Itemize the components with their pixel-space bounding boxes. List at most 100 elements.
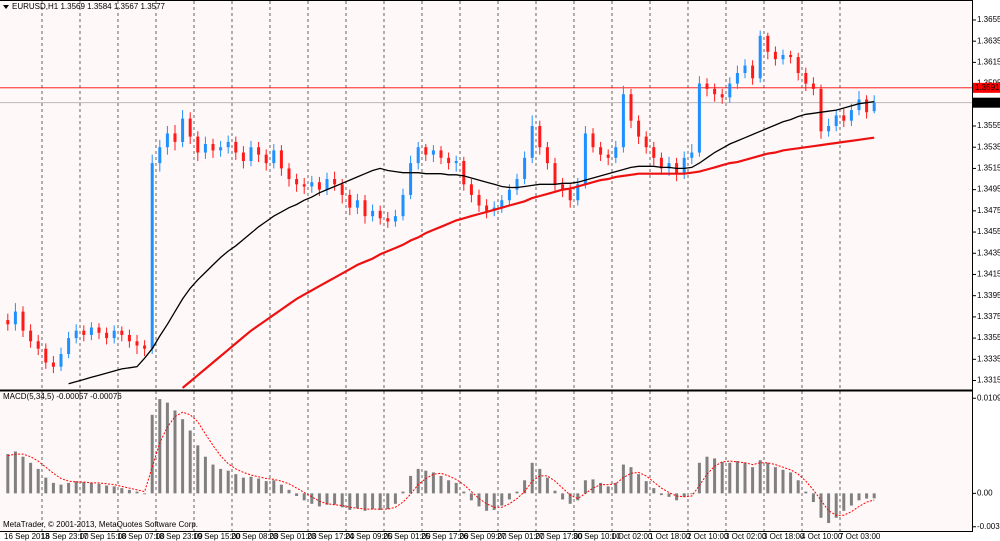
candle-body	[181, 118, 185, 142]
macd-bar	[317, 493, 321, 507]
candle-body	[789, 54, 793, 58]
macd-bar	[561, 493, 565, 500]
candle-body	[386, 218, 390, 222]
macd-bar	[659, 493, 663, 496]
candle-body	[447, 157, 451, 164]
price-label-box	[973, 97, 1000, 108]
macd-bar	[439, 475, 443, 494]
candle-body	[751, 65, 755, 79]
macd-bar	[21, 456, 25, 494]
macd-bar	[720, 461, 724, 494]
candle-body	[781, 54, 785, 60]
candle-body	[713, 88, 717, 95]
candle-body	[659, 157, 663, 169]
candle-body	[561, 184, 565, 190]
macd-bar	[469, 493, 473, 501]
candle-body	[59, 354, 63, 367]
macd-panel: 0.0109 0.00 -0.00383	[6, 393, 1000, 531]
candle-body	[758, 35, 762, 79]
candle-body	[295, 179, 299, 185]
x-tick-label: 18 Sep 07:00	[117, 532, 165, 541]
y-tick-label: 1.3635	[977, 36, 1000, 45]
x-tick-label: 2 Oct 10:00	[687, 532, 729, 541]
candle-body	[51, 362, 55, 367]
macd-bar	[872, 493, 876, 499]
candle-body	[21, 311, 25, 331]
macd-bar	[819, 493, 823, 518]
macd-bar	[196, 445, 200, 494]
candle-body	[127, 334, 131, 342]
x-tick-label: 26 Sep 09:00	[459, 532, 507, 541]
candle-body	[500, 200, 504, 208]
macd-bar	[834, 493, 838, 518]
macd-bar	[135, 491, 139, 494]
y-tick-label: 1.3415	[977, 270, 1000, 279]
candle-body	[865, 99, 869, 113]
x-tick-label: 16 Sep 2013	[4, 532, 50, 541]
macd-bar	[264, 481, 268, 494]
macd-bar	[82, 482, 86, 494]
macd-bar	[325, 493, 329, 505]
macd-bar	[675, 493, 679, 501]
candle-body	[485, 205, 489, 211]
macd-bar	[257, 478, 261, 494]
y-tick-label: 1.3475	[977, 206, 1000, 215]
macd-bar	[188, 430, 192, 494]
candle-body	[203, 144, 207, 153]
macd-bar	[181, 419, 185, 494]
macd-bar	[409, 475, 413, 494]
candle-body	[454, 161, 458, 164]
candle-body	[82, 330, 86, 335]
price-label-box	[973, 82, 1000, 93]
x-tick-label: 3 Oct 02:00	[725, 532, 767, 541]
candle-body	[515, 179, 519, 190]
candle-body	[735, 72, 739, 84]
macd-bar	[401, 491, 405, 494]
candle-body	[743, 65, 747, 73]
candle-body	[872, 102, 876, 112]
candle-body	[29, 330, 33, 342]
candle-body	[469, 184, 473, 195]
macd-bar	[667, 493, 671, 497]
candle-body	[401, 194, 405, 217]
candle-body	[355, 200, 359, 208]
candle-body	[644, 136, 648, 148]
macd-bar	[105, 485, 109, 494]
macd-bar	[279, 484, 283, 494]
x-tick-label: 23 Sep 01:00	[269, 532, 317, 541]
candle-body	[333, 179, 337, 185]
macd-bar	[789, 472, 793, 494]
candle-body	[241, 152, 245, 162]
macd-bar	[751, 467, 755, 494]
candle-body	[272, 150, 276, 164]
macd-bar	[203, 456, 207, 494]
macd-bar	[36, 468, 40, 494]
macd-bar	[545, 477, 549, 494]
macd-bar	[500, 493, 504, 506]
candle-body	[538, 126, 542, 148]
macd-bar	[249, 476, 253, 494]
candle-body	[614, 147, 618, 158]
x-tick-label: 25 Sep 17:00	[421, 532, 469, 541]
candle-body	[36, 341, 40, 349]
x-tick-label: 27 Sep 17:00	[535, 532, 583, 541]
macd-bar	[621, 464, 625, 494]
candle-body	[325, 179, 329, 190]
macd-bar	[348, 493, 352, 510]
candle-body	[766, 35, 770, 52]
macd-bar	[241, 477, 245, 494]
candle-body	[827, 126, 831, 132]
menu-arrow[interactable]	[3, 5, 9, 9]
macd-bar	[796, 480, 800, 494]
candle-body	[409, 163, 413, 195]
candle-body	[545, 147, 549, 164]
macd-bar	[424, 470, 428, 494]
candle-body	[606, 154, 610, 158]
x-tick-label: 24 Sep 09:00	[345, 532, 393, 541]
macd-bar	[234, 474, 238, 494]
macd-bar	[743, 462, 747, 494]
candle-body	[811, 83, 815, 89]
y-tick-label: 0.0109	[977, 393, 1000, 402]
time-grid	[41, 1, 841, 531]
